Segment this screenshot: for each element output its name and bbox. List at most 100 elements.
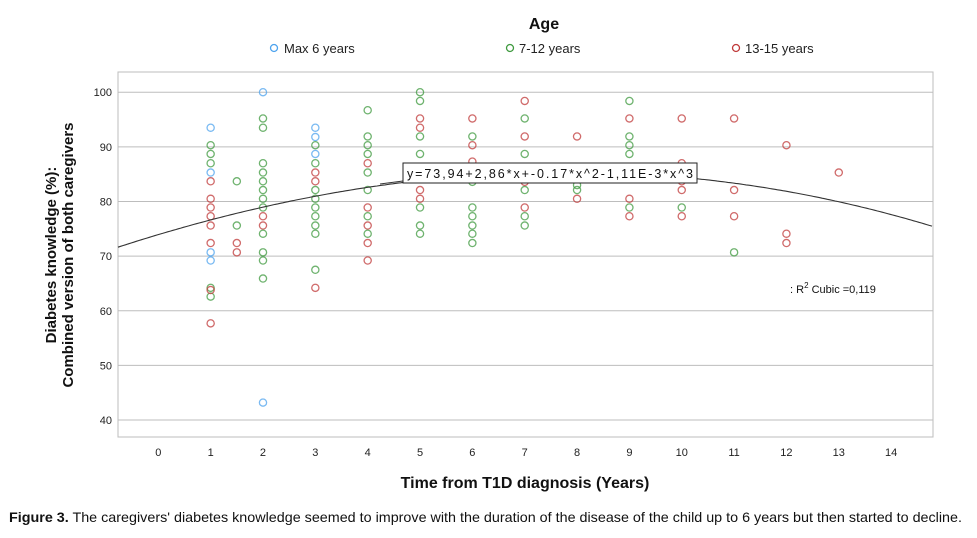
x-axis-label: Time from T1D diagnosis (Years) — [401, 475, 650, 492]
data-point-7-12-years — [415, 96, 425, 106]
data-point-7-12-years — [677, 203, 686, 212]
x-tick-label: 5 — [417, 447, 423, 459]
data-point-13-15-years — [415, 185, 425, 195]
data-point-13-15-years — [677, 114, 686, 123]
data-point-13-15-years — [363, 158, 372, 168]
data-point-13-15-years — [572, 194, 582, 204]
data-point-7-12-years — [468, 229, 477, 238]
data-point-7-12-years — [258, 185, 268, 195]
data-point-max-6-years — [311, 149, 320, 159]
data-point-13-15-years — [520, 96, 529, 106]
data-point-13-15-years — [468, 140, 477, 150]
data-point-7-12-years — [363, 140, 372, 150]
data-point-7-12-years — [520, 114, 529, 123]
figure-caption: Figure 3. The caregivers' diabetes knowl… — [9, 509, 962, 525]
x-tick-label: 12 — [780, 447, 792, 459]
data-point-7-12-years — [520, 212, 529, 221]
data-point-13-15-years — [677, 185, 686, 195]
data-point-13-15-years — [415, 114, 425, 123]
data-point-7-12-years — [311, 212, 320, 221]
data-point-7-12-years — [625, 96, 634, 106]
x-tick-label: 13 — [833, 447, 845, 459]
data-point-7-12-years — [232, 221, 242, 230]
data-point-13-15-years — [363, 221, 372, 230]
data-point-max-6-years — [311, 132, 320, 142]
data-point-13-15-years — [206, 203, 215, 212]
data-point-13-15-years — [363, 238, 372, 248]
data-point-7-12-years — [258, 274, 268, 283]
data-point-7-12-years — [415, 203, 425, 212]
y-tick-label: 50 — [100, 360, 112, 372]
data-point-max-6-years — [311, 123, 320, 132]
data-point-13-15-years — [520, 132, 529, 141]
data-point-max-6-years — [258, 87, 268, 97]
legend-marker-max6 — [269, 43, 279, 53]
x-tick-label: 14 — [885, 447, 897, 459]
data-point-7-12-years — [258, 177, 268, 186]
x-tick-labels: 0 1 2 3 4 5 6 7 8 9 10 11 12 13 14 — [155, 447, 897, 459]
data-point-7-12-years — [311, 265, 320, 275]
data-point-7-12-years — [311, 140, 320, 150]
data-point-13-15-years — [572, 132, 582, 141]
data-point-13-15-years — [729, 185, 739, 195]
data-point-7-12-years — [311, 158, 320, 168]
data-point-7-12-years — [468, 212, 477, 221]
data-point-7-12-years — [363, 212, 372, 221]
data-point-7-12-years — [311, 185, 320, 195]
x-tick-label: 11 — [728, 447, 739, 459]
legend-marker-7-12 — [505, 43, 515, 53]
data-point-7-12-years — [415, 132, 425, 141]
legend: Max 6 years 7-12 years 13-15 years — [269, 41, 814, 56]
r2-prefix: : R — [790, 284, 804, 296]
data-point-13-15-years — [363, 256, 372, 265]
data-point-7-12-years — [572, 185, 582, 195]
y-axis-label-line1: Diabetes knowledge (%): — [43, 167, 60, 344]
data-point-7-12-years — [258, 123, 268, 132]
data-point-13-15-years — [729, 114, 739, 123]
data-point-13-15-years — [206, 238, 215, 248]
data-point-13-15-years — [311, 283, 320, 293]
data-point-7-12-years — [415, 149, 425, 159]
data-point-13-15-years — [625, 194, 634, 204]
data-point-7-12-years — [311, 221, 320, 230]
data-point-7-12-years — [468, 132, 477, 141]
x-tick-label: 3 — [312, 447, 318, 459]
data-point-13-15-years — [520, 203, 529, 212]
data-point-13-15-years — [258, 221, 268, 230]
data-point-7-12-years — [258, 194, 268, 204]
data-point-max-6-years — [206, 248, 215, 257]
data-point-13-15-years — [311, 168, 320, 177]
gridlines — [118, 91, 933, 421]
data-point-13-15-years — [729, 212, 739, 221]
data-point-7-12-years — [729, 248, 739, 257]
data-point-7-12-years — [363, 105, 372, 115]
data-point-13-15-years — [363, 203, 372, 212]
data-point-7-12-years — [468, 203, 477, 212]
y-tick-label: 60 — [100, 306, 112, 318]
data-point-7-12-years — [363, 132, 372, 141]
data-point-7-12-years — [520, 149, 529, 159]
data-point-7-12-years — [206, 158, 215, 168]
data-point-7-12-years — [311, 229, 320, 238]
data-point-7-12-years — [625, 140, 634, 150]
x-tick-label: 6 — [469, 447, 475, 459]
data-point-7-12-years — [311, 203, 320, 212]
y-axis-label-line2: Combined version of both caregivers — [60, 122, 77, 387]
data-point-13-15-years — [625, 114, 634, 123]
data-point-13-15-years — [468, 114, 477, 123]
data-point-7-12-years — [415, 229, 425, 238]
x-tick-label: 10 — [676, 447, 688, 459]
data-point-13-15-years — [206, 221, 215, 230]
data-point-13-15-years — [782, 140, 791, 150]
data-point-13-15-years — [232, 238, 242, 248]
data-point-7-12-years — [415, 87, 425, 97]
data-point-max-6-years — [206, 123, 215, 132]
data-point-7-12-years — [468, 238, 477, 248]
caption-text: The caregivers' diabetes knowledge seeme… — [69, 509, 962, 525]
data-point-13-15-years — [258, 212, 268, 221]
y-tick-label: 90 — [100, 142, 112, 154]
legend-label-max6: Max 6 years — [284, 41, 355, 56]
x-tick-label: 1 — [208, 447, 214, 459]
y-tick-labels: 100 90 80 70 60 50 40 — [94, 87, 112, 427]
